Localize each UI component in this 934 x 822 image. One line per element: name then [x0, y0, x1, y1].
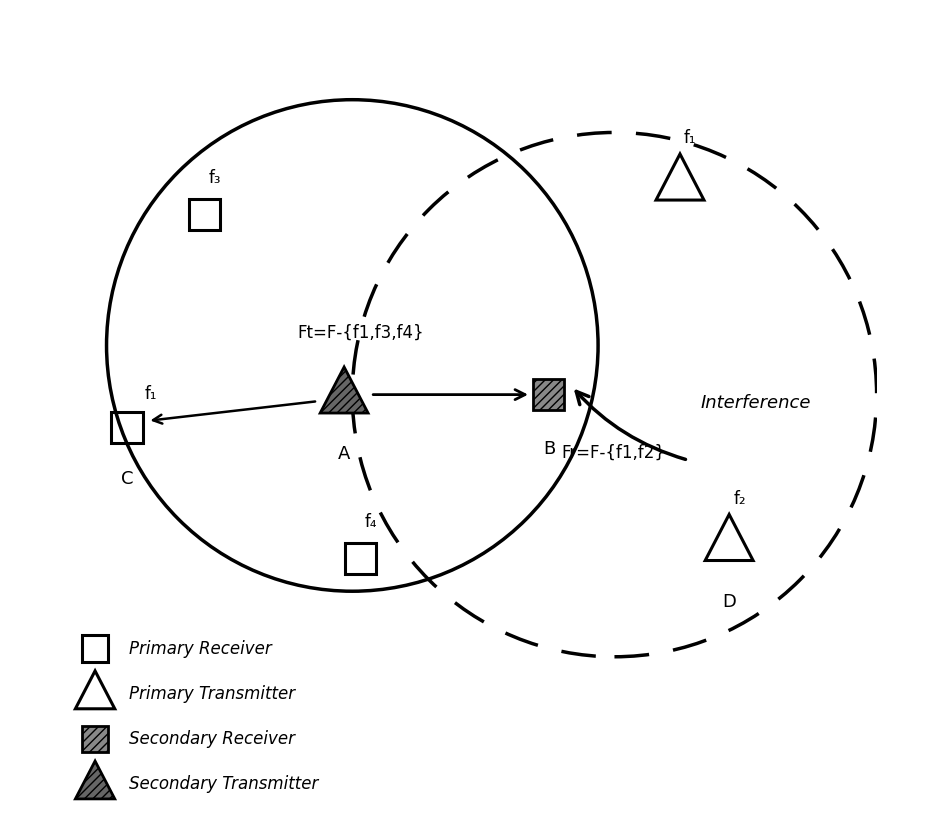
Text: f₄: f₄ [364, 513, 377, 531]
Polygon shape [76, 761, 115, 799]
Text: C: C [120, 470, 134, 488]
Text: Secondary Receiver: Secondary Receiver [129, 730, 294, 748]
Text: Interference: Interference [700, 394, 811, 412]
Text: f₁: f₁ [145, 385, 158, 403]
Text: f₃: f₃ [209, 169, 221, 187]
Bar [190, 199, 220, 230]
Text: Fr=F-{f1,f2}: Fr=F-{f1,f2} [561, 444, 665, 462]
Bar [533, 379, 564, 410]
Text: B: B [543, 440, 555, 458]
Text: A: A [338, 446, 350, 464]
Text: Primary Transmitter: Primary Transmitter [129, 685, 295, 703]
Polygon shape [320, 367, 368, 413]
Text: f₂: f₂ [733, 490, 746, 508]
Text: Primary Receiver: Primary Receiver [129, 640, 272, 658]
Bar [111, 412, 143, 443]
Bar [82, 635, 108, 662]
Text: Ft=F-{f1,f3,f4}: Ft=F-{f1,f3,f4} [297, 323, 424, 341]
Text: f₁: f₁ [684, 129, 697, 147]
Text: D: D [722, 593, 736, 611]
Text: Secondary Transmitter: Secondary Transmitter [129, 775, 318, 792]
Bar [345, 543, 376, 574]
Bar [82, 726, 108, 752]
